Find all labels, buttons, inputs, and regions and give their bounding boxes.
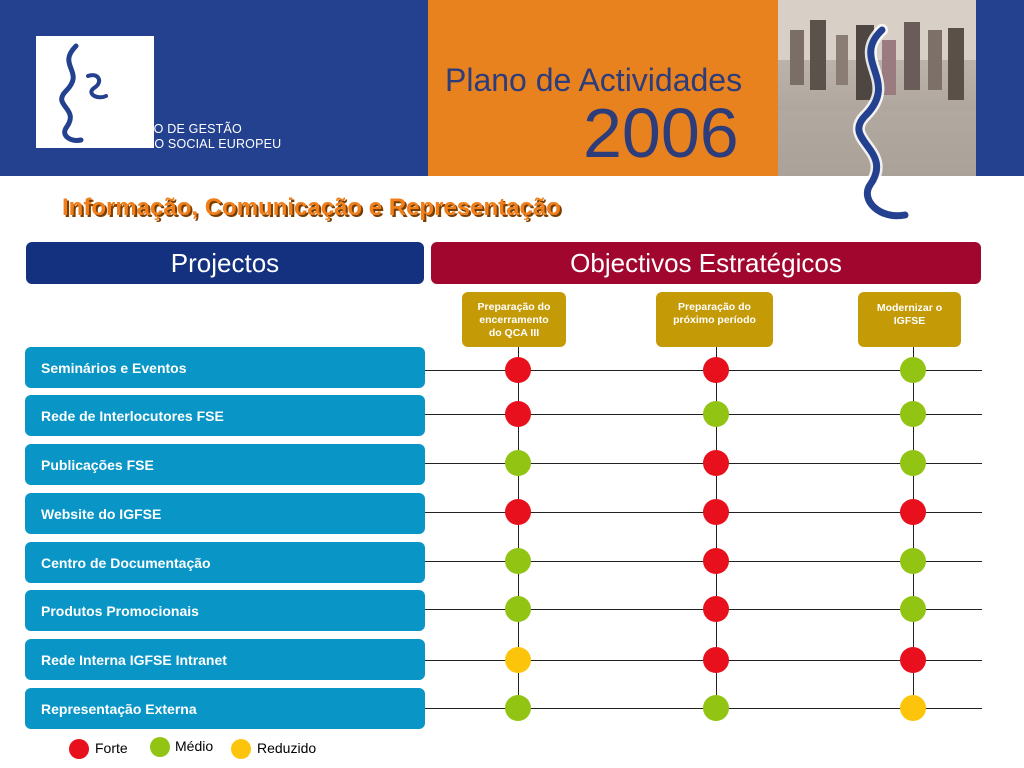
rating-dot-medio: [505, 548, 531, 574]
rating-dot-medio: [505, 596, 531, 622]
rating-dot-forte: [505, 357, 531, 383]
rating-dot-forte: [703, 647, 729, 673]
project-centro-documentacao: Centro de Documentação: [25, 542, 425, 583]
banner-right-strip: [976, 0, 1024, 176]
objective-3: Modernizar o IGFSE: [858, 292, 961, 347]
decorative-logo-icon: [853, 24, 911, 222]
legend-forte-label: Forte: [95, 740, 128, 756]
objective-1-connector: [518, 347, 519, 707]
logo-box: [36, 36, 154, 148]
projects-header: Projectos: [26, 242, 424, 284]
organization-name-line1: INSTITUTO DE GESTÃO: [96, 122, 242, 136]
rating-dot-medio: [900, 357, 926, 383]
rating-dot-forte: [703, 499, 729, 525]
rating-dot-reduzido: [900, 695, 926, 721]
project-representacao-externa: Representação Externa: [25, 688, 425, 729]
objective-3-connector: [913, 347, 914, 707]
rating-dot-medio: [900, 450, 926, 476]
legend-medio-label: Médio: [175, 738, 214, 754]
rating-dot-forte: [505, 401, 531, 427]
objectives-header: Objectivos Estratégicos: [431, 242, 981, 284]
legend-medio-dot: [150, 737, 170, 757]
legend-forte-dot: [69, 739, 89, 759]
organization-name: INSTITUTO DE GESTÃO DO FUNDO SOCIAL EURO…: [96, 122, 281, 152]
igfse-logo-icon: [59, 43, 108, 143]
organization-name-line2: DO FUNDO SOCIAL EUROPEU: [96, 137, 282, 151]
rating-dot-reduzido: [505, 647, 531, 673]
rating-dot-medio: [505, 450, 531, 476]
rating-dot-forte: [900, 499, 926, 525]
rating-dot-forte: [900, 647, 926, 673]
project-rede-interna: Rede Interna IGFSE Intranet: [25, 639, 425, 680]
legend-reduzido-label: Reduzido: [257, 740, 317, 756]
rating-dot-medio: [703, 401, 729, 427]
rating-dot-forte: [505, 499, 531, 525]
plan-year: 2006: [583, 94, 739, 172]
project-publicacoes: Publicações FSE: [25, 444, 425, 485]
rating-dot-medio: [900, 401, 926, 427]
rating-dot-medio: [900, 596, 926, 622]
objective-2-connector: [716, 347, 717, 707]
rating-dot-forte: [703, 450, 729, 476]
project-rede-interlocutores: Rede de Interlocutores FSE: [25, 395, 425, 436]
title-panel: [428, 0, 778, 176]
project-produtos-promocionais: Produtos Promocionais: [25, 590, 425, 631]
rating-dot-medio: [505, 695, 531, 721]
section-title: Informação, Comunicação e Representação: [62, 194, 561, 221]
rating-dot-medio: [900, 548, 926, 574]
rating-dot-forte: [703, 596, 729, 622]
objective-1: Preparação do encerramento do QCA III: [462, 292, 566, 347]
objective-2: Preparação do próximo período: [656, 292, 773, 347]
project-seminarios-eventos: Seminários e Eventos: [25, 347, 425, 388]
rating-dot-forte: [703, 357, 729, 383]
rating-dot-forte: [703, 548, 729, 574]
rating-dot-medio: [703, 695, 729, 721]
legend-reduzido-dot: [231, 739, 251, 759]
plan-title: Plano de Actividades: [445, 62, 743, 98]
project-website: Website do IGFSE: [25, 493, 425, 534]
